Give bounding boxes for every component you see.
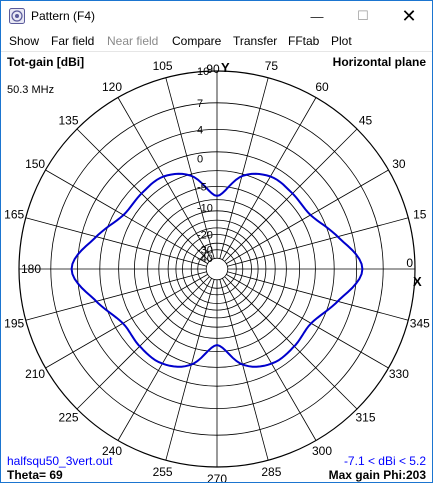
grid-spoke	[117, 278, 212, 441]
menu-compare[interactable]: Compare	[172, 34, 222, 48]
grid-spoke	[165, 77, 215, 259]
radial-tick-label: -5	[197, 181, 207, 193]
minimize-icon: —	[310, 8, 324, 24]
angle-tick-label: 90	[206, 62, 220, 76]
angle-tick-label: 255	[153, 465, 173, 479]
grid-spoke	[165, 279, 215, 461]
menu-show[interactable]: Show	[9, 34, 40, 48]
radial-tick-label: -30	[197, 245, 213, 257]
polar-chart: X Y 0 15 30 45 60 75 90 105 120 135 150 165 180 195 21…	[4, 59, 430, 482]
angle-tick-label: 15	[413, 208, 427, 222]
angle-tick-label: 225	[58, 411, 78, 425]
menu-far-field[interactable]: Far field	[51, 34, 95, 48]
angle-tick-label: 135	[58, 114, 78, 128]
grid-spoke	[224, 128, 358, 262]
title-bar: Pattern (F4) — ☐ ✕	[1, 1, 432, 31]
gain-label: Tot-gain [dBi]	[7, 55, 85, 69]
angle-tick-label: 30	[392, 157, 406, 171]
close-icon: ✕	[401, 5, 417, 26]
grid-spoke	[76, 276, 210, 410]
angle-labels: 0 15 30 45 60 75 90 105 120 135 150 165 180 195 210 225…	[4, 59, 430, 482]
menu-transfer[interactable]: Transfer	[233, 34, 278, 48]
pattern-line	[70, 172, 364, 368]
angle-tick-label: 315	[355, 411, 375, 425]
grid-spoke	[222, 278, 317, 441]
minimize-button[interactable]: —	[294, 1, 340, 31]
window-title: Pattern (F4)	[31, 9, 96, 23]
angle-tick-label: 105	[153, 59, 173, 73]
menu-plot[interactable]: Plot	[331, 34, 352, 48]
angle-tick-label: 300	[312, 444, 332, 458]
grid-spoke	[226, 274, 389, 369]
grid-spoke	[227, 217, 409, 267]
radial-tick-label: -40	[197, 253, 213, 265]
file-label: halfsqu50_3vert.out	[7, 454, 113, 468]
close-button[interactable]: ✕	[386, 1, 432, 31]
grid-spoke	[226, 169, 389, 264]
angle-tick-label: 270	[207, 472, 227, 482]
angle-tick-label: 75	[265, 59, 279, 73]
radial-tick-label: 10	[197, 66, 209, 78]
angle-tick-label: 180	[21, 262, 41, 276]
radial-labels: 10 7 4 0 -5 -10 -20 -30-40	[197, 66, 213, 265]
angle-tick-label: 345	[410, 316, 430, 330]
grid-spoke	[227, 271, 409, 321]
app-icon	[9, 8, 25, 24]
theta-label: Theta= 69	[7, 468, 63, 482]
grid-spoke	[25, 271, 207, 321]
grid-spoke	[224, 276, 358, 410]
maximize-button[interactable]: ☐	[340, 1, 386, 31]
radial-tick-label: -10	[197, 202, 213, 214]
y-axis-label: Y	[221, 60, 230, 75]
grid-spoke	[25, 217, 207, 267]
angle-tick-label: 120	[102, 80, 122, 94]
angle-tick-label: 60	[315, 80, 329, 94]
radial-tick-label: 7	[197, 98, 203, 110]
menu-fftab[interactable]: FFtab	[288, 34, 320, 48]
angle-tick-label: 210	[25, 367, 45, 381]
angle-tick-label: 0	[406, 256, 413, 270]
radial-tick-label: 0	[197, 153, 203, 165]
angle-tick-label: 45	[359, 114, 373, 128]
menu-bar: Show Far field Near field Compare Transf…	[1, 31, 432, 52]
grid-spoke	[222, 97, 317, 260]
grid-spoke	[45, 169, 208, 264]
menu-near-field: Near field	[107, 34, 159, 48]
angle-tick-label: 165	[4, 208, 24, 222]
angle-tick-label: 240	[102, 444, 122, 458]
angle-tick-label: 150	[25, 157, 45, 171]
grid-spoke	[45, 274, 208, 369]
radial-tick-label: 4	[197, 124, 203, 136]
angle-tick-label: 285	[261, 465, 281, 479]
plot-area: X Y 0 15 30 45 60 75 90 105 120 135 150 165 180 195 21…	[1, 52, 432, 482]
grid-spoke	[219, 279, 269, 461]
x-axis-label: X	[413, 274, 422, 289]
grid-spoke	[117, 97, 212, 260]
gain-range-label: -7.1 < dBi < 5.2	[343, 454, 426, 468]
frequency-label: 50.3 MHz	[7, 84, 55, 96]
maximize-icon: ☐	[357, 8, 369, 23]
angle-tick-label: 195	[4, 316, 24, 330]
grid-spoke	[76, 128, 210, 262]
max-gain-label: Max gain Phi:203	[328, 468, 426, 482]
plane-label: Horizontal plane	[332, 55, 426, 69]
radial-tick-label: -20	[197, 230, 213, 242]
grid-spokes	[19, 71, 415, 467]
grid-spoke	[219, 77, 269, 259]
angle-tick-label: 330	[389, 367, 409, 381]
